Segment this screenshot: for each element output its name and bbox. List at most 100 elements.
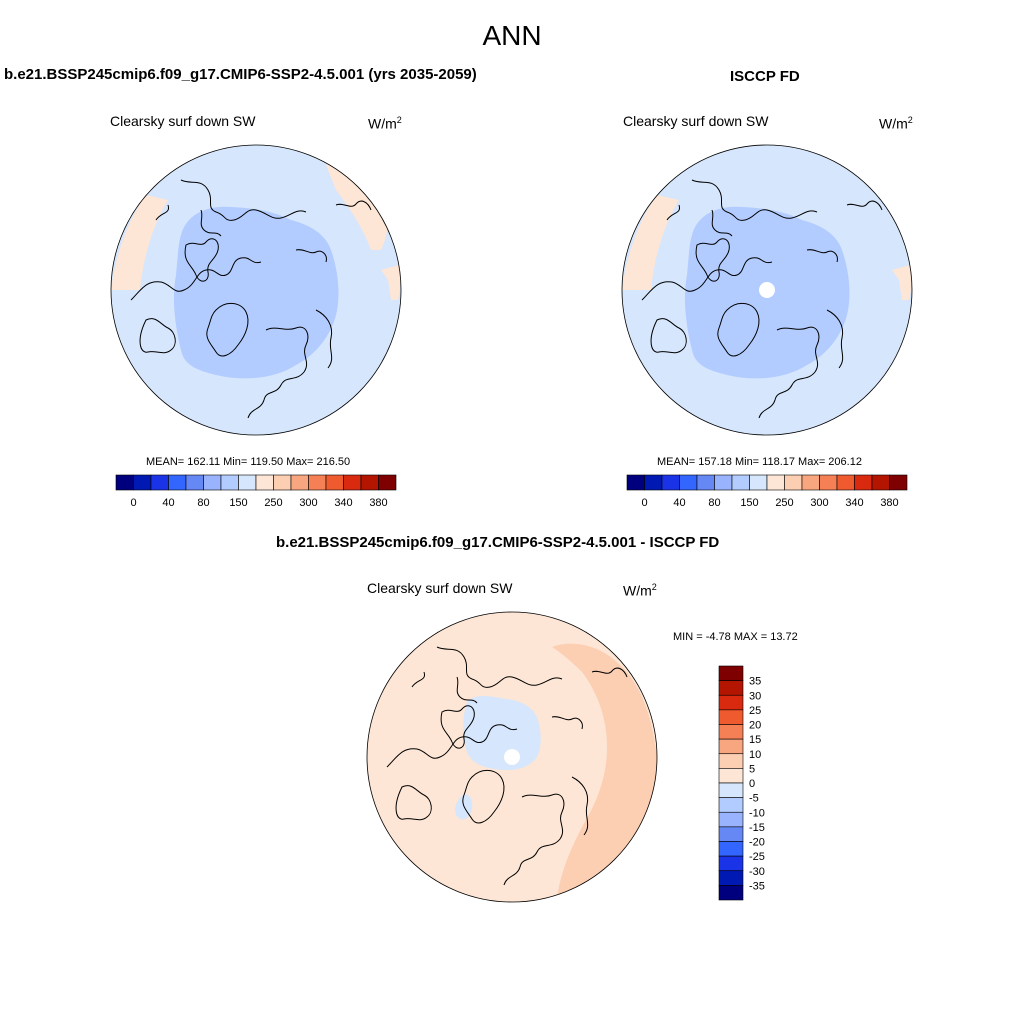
colorbar-swatch: [168, 474, 187, 491]
map-3-coastline: [395, 785, 432, 821]
map-2-coastline: [641, 257, 773, 301]
colorbar-swatch: [784, 474, 803, 491]
panel-1-units: W/m2: [368, 115, 402, 132]
colorbar-tick-label: -30: [749, 866, 765, 878]
map-1-coastline: [180, 179, 307, 221]
map-3: [366, 611, 658, 903]
map-3-coastline: [411, 671, 426, 688]
region-mid-latitudes: [622, 145, 912, 435]
colorbar-swatch: [718, 782, 744, 798]
map-3-coastline: [462, 770, 505, 824]
colorbar-tick-label: -10: [749, 807, 765, 819]
map-1-coastline: [184, 238, 219, 282]
colorbar-swatch: [220, 474, 239, 491]
colorbar-swatch: [115, 474, 134, 491]
colorbar-tick-label: 150: [229, 497, 247, 509]
colorbar-swatch: [378, 474, 397, 491]
colorbar-swatch: [343, 474, 362, 491]
region-central-arctic: [684, 206, 850, 379]
colorbar-swatch: [644, 474, 663, 491]
colorbar-swatch: [718, 724, 744, 740]
colorbar-tick-label: 250: [775, 497, 793, 509]
colorbar-swatch: [836, 474, 855, 491]
colorbar-1: 0 40 80 150 250 300 340 380: [115, 474, 397, 509]
map-3-fields: [367, 612, 657, 902]
colorbar-swatch: [661, 474, 680, 491]
map-1: [110, 144, 402, 436]
colorbar-swatch: [255, 474, 274, 491]
map-2-coastline: [846, 200, 883, 211]
colorbar-swatch: [133, 474, 152, 491]
colorbar-tick-label: 10: [749, 749, 761, 761]
colorbar-swatch: [731, 474, 750, 491]
map-2-coastline: [758, 326, 820, 419]
colorbar-swatch: [718, 753, 744, 769]
colorbar-2: 0 40 80 150 250 300 340 380: [626, 474, 908, 509]
map-2-pole-missing: [759, 282, 775, 298]
map-3-coastline: [440, 705, 475, 749]
colorbar-swatch: [718, 768, 744, 784]
colorbar-swatch: [696, 474, 715, 491]
colorbar-swatch: [150, 474, 169, 491]
region-southern-rim: [326, 163, 388, 250]
map-1-coastline: [155, 204, 170, 221]
map-1-coastline: [206, 303, 249, 357]
panel-3-stats: MIN = -4.78 MAX = 13.72: [673, 631, 798, 643]
region-mid-latitudes: [367, 612, 657, 902]
figure-title: ANN: [482, 20, 542, 51]
colorbar-swatch: [273, 474, 292, 491]
region-mid-latitudes: [111, 145, 401, 435]
map-3-coastline: [503, 793, 565, 886]
colorbar-swatch: [679, 474, 698, 491]
map-2-coastline: [806, 249, 838, 263]
colorbar-swatch: [718, 841, 744, 857]
colorbar-swatch: [749, 474, 768, 491]
map-3-coastline: [551, 716, 583, 730]
panel-1-variable: Clearsky surf down SW: [110, 113, 256, 129]
colorbar-tick-label: 40: [673, 497, 685, 509]
colorbar-swatch: [718, 797, 744, 813]
region-eastern-sector: [552, 643, 657, 897]
colorbar-tick-label: 80: [708, 497, 720, 509]
map-1-coastline: [315, 309, 333, 369]
map-2-coastline: [826, 309, 844, 369]
map-2-coastline: [691, 179, 818, 221]
region-southern-rim: [892, 265, 912, 300]
colorbar-tick-label: -35: [749, 880, 765, 892]
colorbar-tick-label: -15: [749, 822, 765, 834]
colorbar-swatch: [718, 738, 744, 755]
colorbar-swatch: [360, 474, 379, 491]
map-2-fields: [622, 145, 912, 435]
region-central-arctic: [173, 206, 339, 379]
region-central-arctic: [463, 695, 541, 771]
colorbar-tick-label: 300: [810, 497, 828, 509]
panel-3-title: b.e21.BSSP245cmip6.f09_g17.CMIP6-SSP2-4.…: [276, 534, 720, 551]
map-1-coastline: [335, 200, 372, 211]
region-southern-rim: [622, 195, 679, 290]
map-2-coastline: [695, 238, 730, 282]
panel-3-units: W/m2: [623, 582, 657, 599]
colorbar-swatch: [308, 474, 327, 491]
map-1-coastline: [130, 257, 262, 301]
panel-1-title: b.e21.BSSP245cmip6.f09_g17.CMIP6-SSP2-4.…: [4, 66, 477, 83]
colorbar-tick-label: 40: [162, 497, 174, 509]
map-1-coastline: [247, 326, 309, 419]
colorbar-swatch: [718, 885, 744, 901]
colorbar-tick-label: 5: [749, 763, 755, 775]
colorbar-tick-label: 340: [334, 497, 352, 509]
colorbar-swatch: [718, 870, 744, 886]
colorbar-tick-label: 250: [264, 497, 282, 509]
colorbar-swatch: [766, 474, 785, 491]
colorbar-swatch: [718, 665, 744, 681]
region-central-arctic: [455, 794, 473, 820]
map-3-coastline: [591, 667, 628, 678]
map-3-coastline: [436, 646, 563, 688]
map-3-pole-missing: [504, 749, 520, 765]
colorbar-tick-label: 25: [749, 705, 761, 717]
colorbar-tick-label: 0: [130, 497, 136, 509]
colorbar-tick-label: 80: [197, 497, 209, 509]
colorbar-swatch: [801, 474, 820, 491]
map-3-coastline: [456, 676, 478, 704]
colorbar-swatch: [290, 474, 309, 491]
